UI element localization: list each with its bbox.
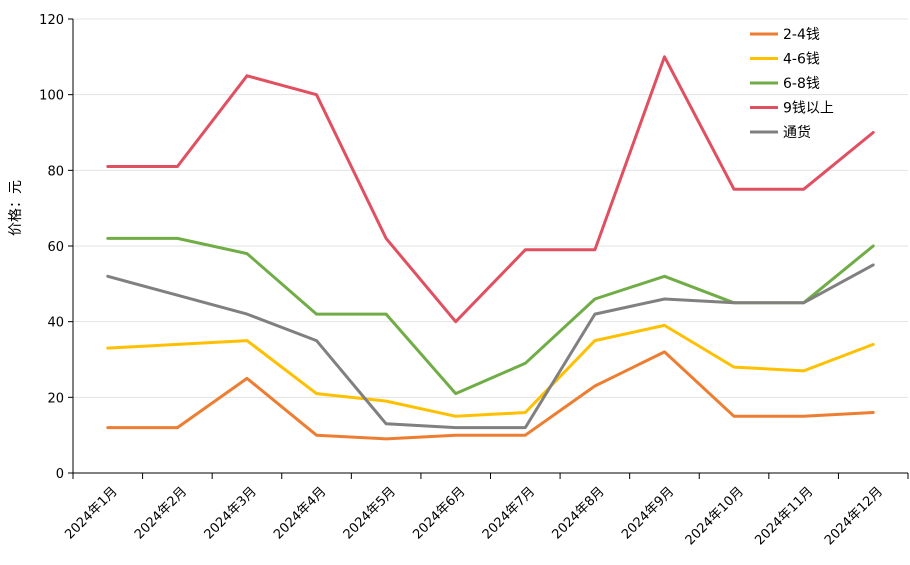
legend-label: 9钱以上 — [783, 101, 834, 117]
x-tick-label: 2024年10月 — [683, 484, 747, 548]
axes — [68, 18, 909, 479]
x-tick-label: 2024年8月 — [549, 484, 607, 542]
x-tick-label: 2024年2月 — [132, 484, 190, 542]
legend-label: 通货 — [783, 124, 811, 141]
y-tick-label: 120 — [39, 13, 64, 28]
y-axis-label: 价格：元 — [8, 180, 24, 236]
x-tick-label: 2024年9月 — [619, 484, 677, 542]
y-tick-label: 40 — [47, 316, 64, 331]
series-line — [106, 323, 875, 418]
x-tick-label: 2024年1月 — [62, 484, 120, 542]
y-tick-label: 100 — [39, 89, 64, 104]
x-tick-label: 2024年4月 — [271, 484, 329, 542]
x-tick-label: 2024年3月 — [202, 484, 260, 542]
y-tick-label: 80 — [47, 164, 64, 179]
y-tick-label: 0 — [56, 467, 64, 482]
x-tick-label: 2024年5月 — [341, 484, 399, 542]
series-line — [106, 236, 875, 396]
series-line — [106, 350, 875, 441]
x-tick-label: 2024年6月 — [410, 484, 468, 542]
y-tick-label: 20 — [47, 391, 64, 406]
x-tick-label: 2024年12月 — [822, 484, 886, 548]
legend-label: 4-6钱 — [783, 52, 820, 68]
legend-label: 6-8钱 — [783, 76, 820, 92]
legend-label: 2-4钱 — [783, 27, 820, 43]
series-line — [106, 55, 875, 324]
x-tick-label: 2024年7月 — [480, 484, 538, 542]
x-tick-labels: 2024年1月 2024年2月 2024年3月 2024年4月 2024年5月 2024年… — [62, 484, 886, 548]
series-line — [106, 263, 875, 430]
y-tick-labels: 0 20 40 60 80 100 120 — [39, 13, 64, 482]
y-tick-label: 60 — [47, 240, 64, 255]
x-tick-label: 2024年11月 — [752, 484, 816, 548]
series-lines — [106, 55, 875, 441]
